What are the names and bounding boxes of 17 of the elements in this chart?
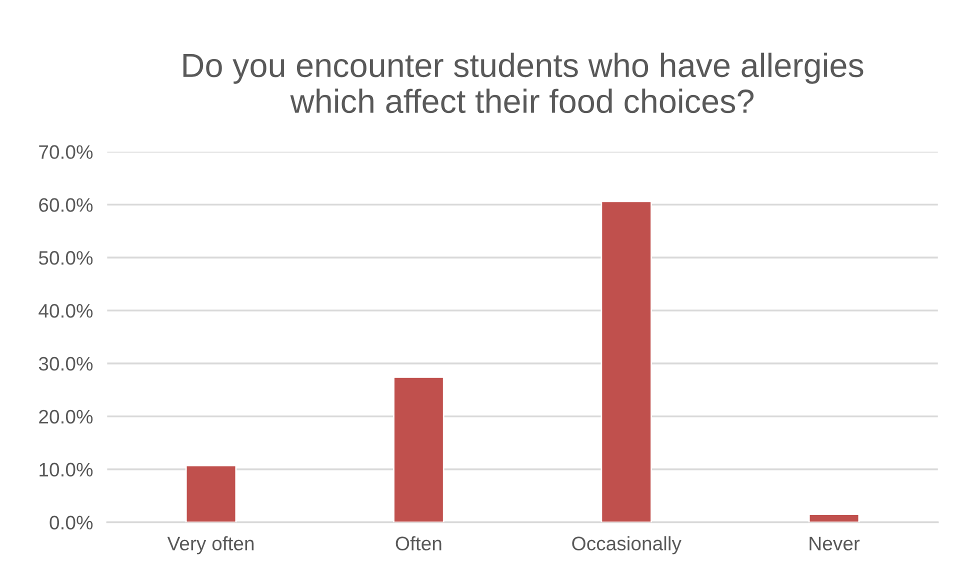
y-tick-label: 10.0% xyxy=(40,462,93,477)
chart-title: Do you encounter students who have allergies which affect their food choices? xyxy=(183,52,864,114)
y-tick-label: 60.0% xyxy=(39,198,93,212)
x-tick-label: Very often xyxy=(167,536,254,554)
x-tick-label: Occasionally xyxy=(572,536,682,554)
y-tick-label: 40.0% xyxy=(38,304,93,318)
bar xyxy=(393,376,444,522)
bar xyxy=(808,514,860,522)
y-tick-label: 30.0% xyxy=(38,356,93,371)
x-tick-label: Never xyxy=(810,536,860,550)
y-tick-label: 50.0% xyxy=(38,251,93,265)
x-tick-label: Often xyxy=(396,536,442,550)
bar xyxy=(600,200,652,522)
bar xyxy=(185,464,237,522)
y-tick-label: 0.0% xyxy=(50,516,93,530)
y-tick-label: 20.0% xyxy=(39,410,93,424)
y-tick-label: 70.0% xyxy=(39,145,93,159)
